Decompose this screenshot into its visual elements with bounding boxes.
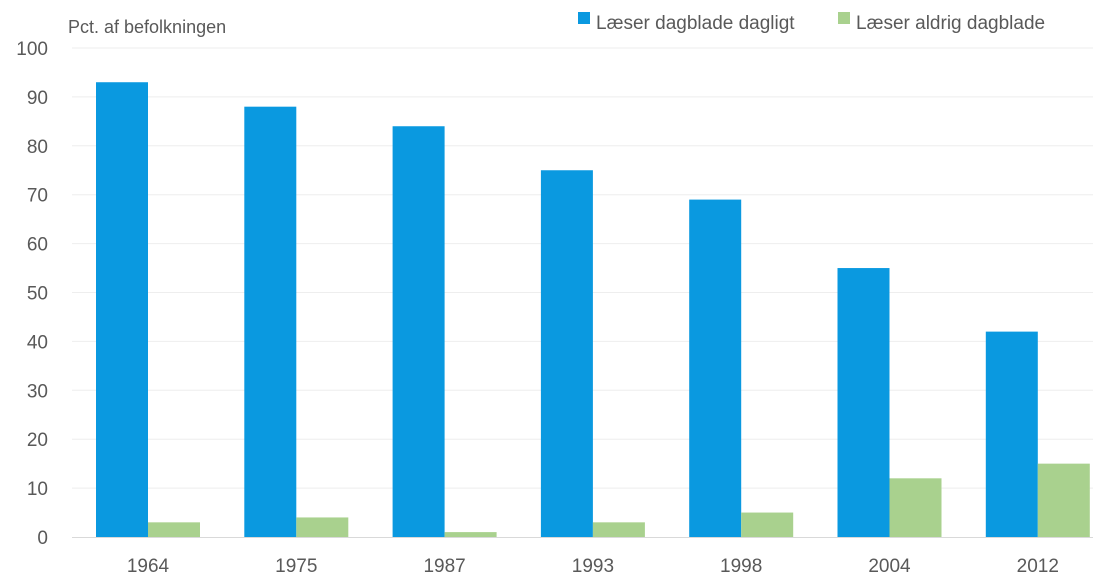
bar-daily-1998 bbox=[689, 199, 742, 537]
legend-swatch-daily bbox=[578, 12, 590, 24]
y-tick-label: 50 bbox=[27, 284, 48, 305]
bar-never-1975 bbox=[296, 517, 349, 537]
y-tick-label: 70 bbox=[27, 186, 48, 207]
x-tick-label-1993: 1993 bbox=[572, 556, 614, 577]
bars bbox=[96, 82, 1090, 538]
y-tick-label: 90 bbox=[27, 88, 48, 109]
legend-label-never: Læser aldrig dagblade bbox=[856, 13, 1045, 34]
bar-never-2012 bbox=[1037, 463, 1090, 537]
x-tick-label-1975: 1975 bbox=[275, 556, 317, 577]
y-tick-label: 10 bbox=[27, 479, 48, 500]
legend-label-daily: Læser dagblade dagligt bbox=[596, 13, 795, 34]
bar-daily-1987 bbox=[392, 126, 445, 538]
y-axis-ticks: 0 10 20 30 40 50 60 70 80 90 100 bbox=[16, 39, 48, 549]
y-tick-label: 40 bbox=[27, 332, 48, 353]
bar-never-1964 bbox=[148, 522, 200, 537]
bar-daily-2012 bbox=[985, 331, 1038, 537]
y-tick-label: 30 bbox=[27, 381, 48, 402]
x-axis-ticks: 1964 1975 1987 1993 1998 2004 2012 bbox=[127, 556, 1059, 577]
bar-never-2004 bbox=[889, 478, 942, 537]
bar-daily-1993 bbox=[540, 170, 593, 537]
legend-swatch-never bbox=[838, 12, 850, 24]
bar-daily-1964 bbox=[96, 82, 148, 537]
bar-never-1987 bbox=[444, 532, 497, 537]
x-tick-label-1998: 1998 bbox=[720, 556, 762, 577]
bar-daily-2004 bbox=[837, 268, 890, 537]
y-tick-label: 20 bbox=[27, 430, 48, 451]
x-tick-label-1987: 1987 bbox=[423, 556, 465, 577]
y-tick-label: 100 bbox=[16, 39, 48, 60]
bar-never-1993 bbox=[592, 522, 645, 537]
legend: Læser dagblade dagligt Læser aldrig dagb… bbox=[578, 12, 1045, 34]
x-tick-label-2012: 2012 bbox=[1017, 556, 1059, 577]
y-tick-label: 80 bbox=[27, 137, 48, 158]
y-tick-label: 0 bbox=[37, 528, 48, 549]
bar-never-1998 bbox=[741, 512, 794, 537]
x-tick-label-2004: 2004 bbox=[868, 556, 911, 577]
bar-daily-1975 bbox=[244, 106, 297, 538]
y-axis-label: Pct. af befolkningen bbox=[68, 17, 226, 37]
y-tick-label: 60 bbox=[27, 235, 48, 256]
x-tick-label-1964: 1964 bbox=[127, 556, 170, 577]
